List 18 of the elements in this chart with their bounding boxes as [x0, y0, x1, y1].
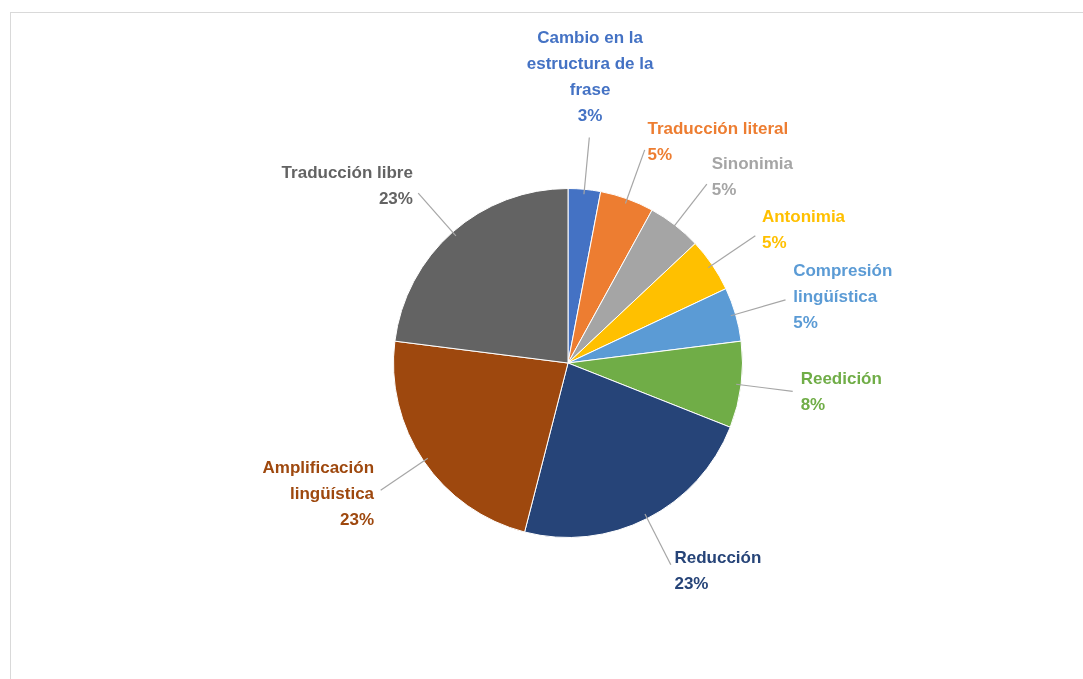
slice-label: Sinonimia: [711, 153, 794, 173]
data-label: 5%: [761, 233, 787, 253]
slice-label: Traducción literal: [647, 118, 789, 138]
data-label: 23%: [340, 510, 375, 529]
slice-label: Compresión lingüística: [793, 260, 893, 306]
data-label: 23%: [674, 574, 709, 594]
data-label: 5%: [793, 312, 818, 332]
slice-label: Amplificación lingüística: [262, 458, 375, 503]
data-label: 8%: [800, 394, 826, 414]
slice-label: Antonimia: [761, 207, 846, 227]
slice-label: Reedición: [800, 368, 882, 388]
slice-label: Cambio en la estructura de la frase: [526, 27, 654, 99]
data-label: 3%: [577, 105, 603, 125]
slice-label: Reducción: [674, 548, 762, 568]
data-label: 23%: [378, 189, 413, 209]
data-label: 5%: [711, 179, 737, 199]
slice-label: Traducción libre: [281, 163, 413, 183]
data-label: 5%: [647, 144, 673, 164]
